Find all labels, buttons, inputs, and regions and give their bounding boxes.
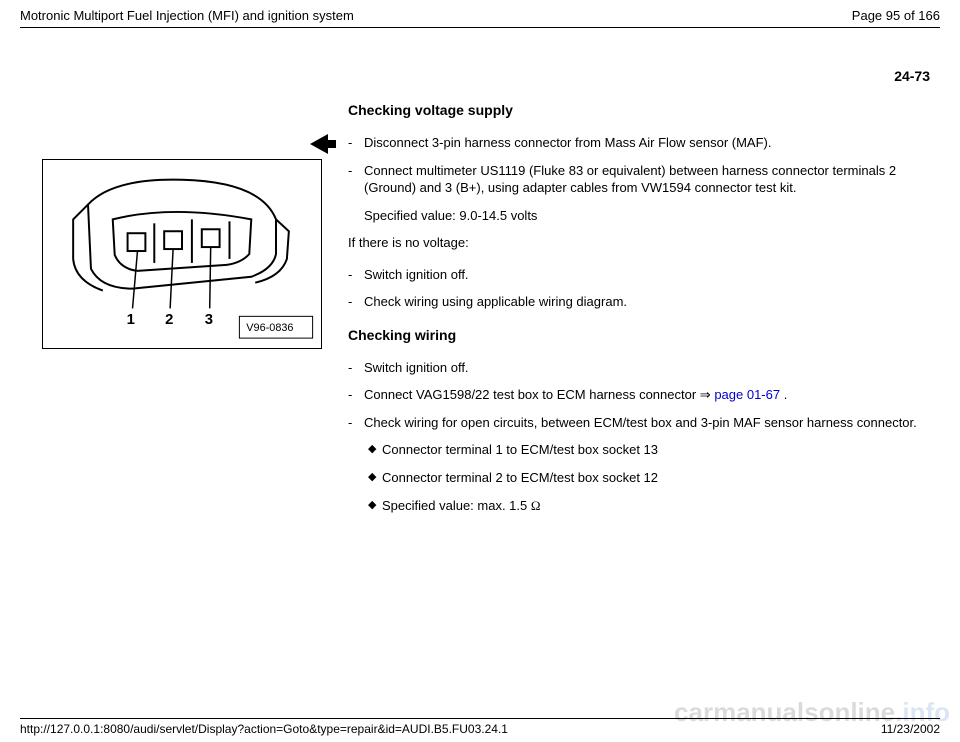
connector-figure: 1 2 3 V96-0836: [42, 159, 322, 349]
sub-item: ◆ Specified value: max. 1.5 Ω: [368, 497, 940, 515]
dash-icon: -: [348, 134, 364, 152]
ohm-icon: Ω: [531, 498, 541, 513]
spec-text: Specified value: 9.0-14.5 volts: [364, 207, 940, 225]
main-content: 1 2 3 V96-0836 Checking voltage supply -…: [20, 102, 940, 524]
dash-icon: -: [348, 359, 364, 377]
step-text: Disconnect 3-pin harness connector from …: [364, 134, 940, 152]
dash-icon: -: [348, 162, 364, 180]
diamond-icon: ◆: [368, 441, 382, 457]
dash-icon: -: [348, 266, 364, 284]
pin-label-2: 2: [165, 312, 173, 328]
diamond-icon: ◆: [368, 469, 382, 485]
conditional-text: If there is no voltage:: [348, 234, 940, 252]
section-title-voltage: Checking voltage supply: [348, 102, 940, 118]
page-header: Motronic Multiport Fuel Injection (MFI) …: [20, 8, 940, 27]
footer-url: http://127.0.0.1:8080/audi/servlet/Displ…: [20, 722, 508, 736]
page-footer: http://127.0.0.1:8080/audi/servlet/Displ…: [20, 718, 940, 736]
footer-rule: [20, 718, 940, 719]
step-text: Switch ignition off.: [364, 359, 940, 377]
left-column: 1 2 3 V96-0836: [20, 102, 340, 349]
arrow-icon: ⇒: [700, 387, 711, 402]
dash-icon: -: [348, 293, 364, 311]
page-counter: Page 95 of 166: [852, 8, 940, 23]
step-text: Connect multimeter US1119 (Fluke 83 or e…: [364, 162, 940, 197]
step-text: Switch ignition off.: [364, 266, 940, 284]
step-item: - Switch ignition off.: [348, 266, 940, 284]
step-text: Check wiring for open circuits, between …: [364, 414, 940, 432]
pin-label-1: 1: [127, 312, 135, 328]
pointer-arrow-icon: [310, 132, 336, 156]
step-item: - Check wiring for open circuits, betwee…: [348, 414, 940, 432]
step-item: - Disconnect 3-pin harness connector fro…: [348, 134, 940, 152]
spec-text: Specified value: max. 1.5: [382, 498, 531, 513]
sub-item: ◆ Connector terminal 2 to ECM/test box s…: [368, 469, 940, 487]
footer-date: 11/23/2002: [881, 722, 940, 736]
spec-line: Specified value: 9.0-14.5 volts: [364, 207, 940, 225]
step-item: - Check wiring using applicable wiring d…: [348, 293, 940, 311]
step-item: - Switch ignition off.: [348, 359, 940, 377]
section-title-wiring: Checking wiring: [348, 327, 940, 343]
doc-title: Motronic Multiport Fuel Injection (MFI) …: [20, 8, 354, 23]
header-rule: [20, 27, 940, 28]
step-item: - Connect VAG1598/22 test box to ECM har…: [348, 386, 940, 404]
right-column: Checking voltage supply - Disconnect 3-p…: [340, 102, 940, 524]
step-item: - Connect multimeter US1119 (Fluke 83 or…: [348, 162, 940, 197]
step-text-part: Connect VAG1598/22 test box to ECM harne…: [364, 387, 700, 402]
page-link[interactable]: page 01-67: [714, 387, 780, 402]
step-text-part: .: [780, 387, 787, 402]
sub-text: Specified value: max. 1.5 Ω: [382, 497, 940, 515]
sub-text: Connector terminal 2 to ECM/test box soc…: [382, 469, 940, 487]
manual-page-number: 24-73: [20, 68, 940, 84]
sub-text: Connector terminal 1 to ECM/test box soc…: [382, 441, 940, 459]
step-text: Check wiring using applicable wiring dia…: [364, 293, 940, 311]
figure-id: V96-0836: [246, 322, 293, 334]
pin-label-3: 3: [205, 312, 213, 328]
diamond-icon: ◆: [368, 497, 382, 513]
dash-icon: -: [348, 414, 364, 432]
sub-item: ◆ Connector terminal 1 to ECM/test box s…: [368, 441, 940, 459]
dash-icon: -: [348, 386, 364, 404]
step-text: Connect VAG1598/22 test box to ECM harne…: [364, 386, 940, 404]
